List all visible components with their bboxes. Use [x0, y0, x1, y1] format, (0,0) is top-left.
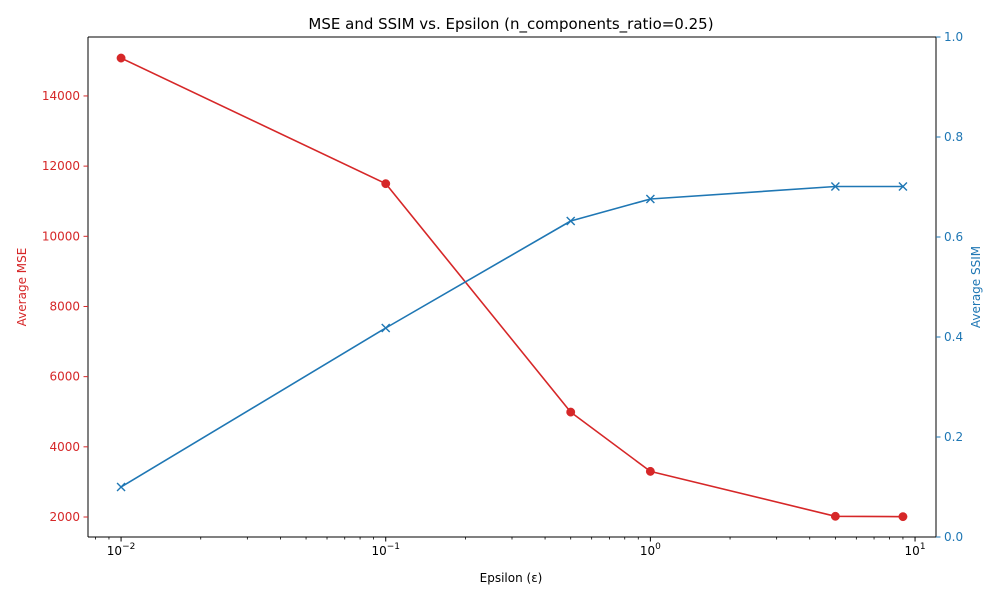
series-left-point: [898, 512, 908, 522]
left-y-tick-label: 6000: [49, 370, 80, 384]
left-y-tick-label: 8000: [49, 299, 80, 313]
series-left-point: [830, 511, 840, 521]
left-y-tick-label: 12000: [42, 159, 80, 173]
series-right-point: [381, 323, 391, 333]
series-right-point: [898, 182, 908, 191]
right-axis-label: Average SSIM: [969, 246, 983, 328]
right-y-tick-label: 0.8: [944, 130, 963, 144]
x-tick-label: 101: [905, 542, 926, 558]
x-tick-label: 10−2: [107, 542, 136, 558]
series-right-point: [566, 216, 576, 226]
series-left-point: [381, 179, 391, 189]
series-right-line: [120, 185, 903, 488]
x-tick-label: 10−1: [371, 542, 400, 558]
x-axis-label: Epsilon (ε): [480, 571, 543, 585]
x-tick-label: 100: [640, 542, 661, 558]
series-left-point: [116, 53, 126, 63]
series-right-point: [830, 182, 840, 191]
series-left-point: [566, 407, 576, 417]
series-right-point: [645, 194, 655, 204]
right-y-tick-label: 0.6: [944, 230, 963, 244]
plot-area: 10−2 10−1 100 101 2000 4000 6000 8000 10000 12000…: [42, 30, 963, 558]
left-y-tick-label: 14000: [42, 89, 80, 103]
chart-title: MSE and SSIM vs. Epsilon (n_components_r…: [308, 15, 713, 34]
left-axis-label: Average MSE: [15, 248, 29, 327]
right-y-tick-label: 0.4: [944, 330, 963, 344]
right-y-tick-label: 0.2: [944, 430, 963, 444]
series-right-point: [116, 482, 126, 492]
right-y-tick-label: 1.0: [944, 30, 963, 44]
left-y-tick-label: 4000: [49, 440, 80, 454]
series-left-line: [120, 57, 903, 518]
series-left-point: [645, 466, 655, 476]
right-y-tick-label: 0.0: [944, 530, 963, 544]
left-y-tick-label: 10000: [42, 229, 80, 243]
left-y-tick-label: 2000: [49, 510, 80, 524]
